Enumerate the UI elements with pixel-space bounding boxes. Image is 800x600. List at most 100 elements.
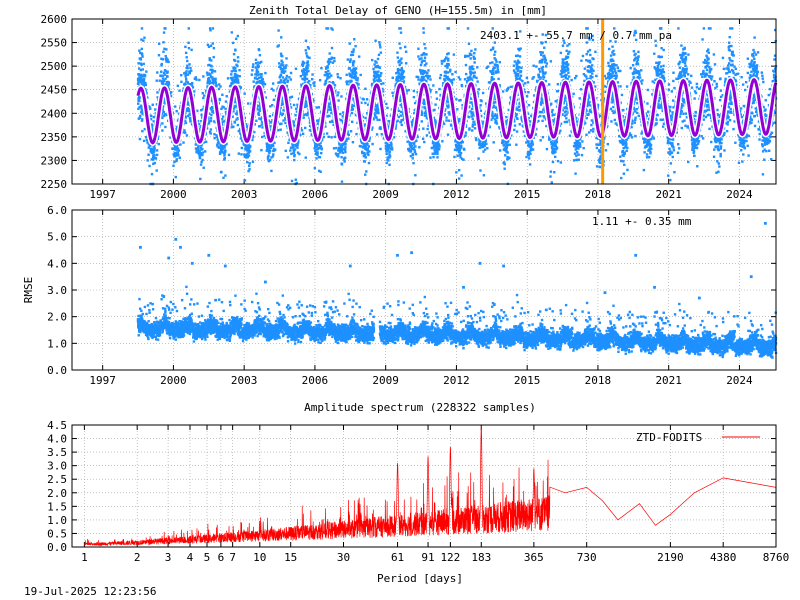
ztd-data-point — [428, 131, 431, 134]
ztd-data-point — [236, 78, 240, 82]
ztd-data-point — [284, 66, 287, 69]
ztd-data-point — [187, 41, 190, 45]
ztd-data-point — [222, 106, 225, 109]
ztd-data-point — [344, 150, 347, 154]
ztd-data-point — [234, 37, 238, 41]
ztd-data-point — [254, 58, 258, 62]
ztd-data-point — [370, 58, 374, 62]
ztd-data-point — [324, 70, 327, 74]
ztd-data-point — [425, 53, 428, 56]
ztd-data-point — [434, 103, 437, 106]
ztd-data-point — [187, 103, 190, 106]
ztd-data-point — [438, 145, 441, 148]
ztd-data-point — [209, 73, 212, 76]
ztd-data-point — [141, 55, 144, 58]
ztd-data-point — [373, 105, 377, 108]
ztd-data-point — [433, 108, 436, 112]
ztd-data-point — [418, 58, 421, 61]
ztd-data-point — [444, 64, 447, 68]
ztd-data-point — [372, 67, 375, 71]
ztd-data-point — [141, 83, 144, 86]
ztd-data-point — [411, 122, 414, 125]
ztd-data-point — [340, 143, 344, 146]
ztd-data-point — [348, 66, 351, 70]
ztd-data-point — [410, 144, 414, 147]
ztd-data-point — [414, 145, 417, 148]
ztd-data-point — [437, 147, 441, 151]
ztd-data-point — [376, 111, 379, 115]
ztd-data-point — [417, 78, 420, 81]
ztd-data-point — [280, 36, 283, 39]
ztd-data-point — [326, 77, 329, 80]
ztd-data-point — [427, 124, 430, 128]
ztd-data-point — [351, 104, 354, 108]
ztd-data-point — [209, 68, 212, 72]
ztd-data-point — [417, 55, 420, 58]
ztd-data-point — [294, 67, 298, 70]
ztd-data-point — [181, 131, 185, 134]
ztd-data-point — [417, 75, 420, 79]
ztd-data-point — [243, 155, 247, 158]
ztd-data-point — [202, 166, 205, 169]
ztd-data-point — [186, 81, 190, 84]
ztd-data-point — [238, 74, 241, 78]
ztd-data-point — [252, 63, 255, 66]
ztd-data-point — [175, 110, 178, 113]
ztd-data-point — [438, 87, 441, 91]
ztd-data-point — [207, 112, 211, 115]
ztd-data-point — [234, 72, 237, 76]
ztd-data-point — [197, 145, 200, 148]
ztd-data-point — [263, 91, 266, 94]
ztd-data-point — [341, 151, 345, 154]
ztd-data-point — [304, 49, 307, 52]
ztd-data-point — [138, 76, 141, 79]
ztd-data-point — [260, 135, 264, 139]
ztd-data-point — [180, 73, 183, 77]
ztd-data-point — [257, 48, 261, 52]
ztd-data-point — [313, 141, 317, 144]
ztd-data-point — [233, 80, 236, 83]
ztd-data-point — [284, 117, 287, 120]
ztd-data-point — [300, 83, 303, 86]
ztd-data-point — [255, 72, 258, 75]
ztd-xtick-label: 2018 — [585, 188, 612, 201]
ztd-data-point — [156, 91, 159, 94]
ztd-data-point — [234, 67, 237, 70]
ztd-data-point — [341, 141, 344, 145]
ztd-data-point — [257, 113, 261, 117]
ztd-data-point — [150, 125, 154, 128]
ztd-data-point — [136, 82, 140, 85]
ztd-data-point — [223, 152, 226, 155]
ztd-data-point — [224, 100, 228, 103]
ztd-data-point — [327, 69, 330, 73]
ztd-data-point — [137, 102, 140, 105]
ztd-data-point — [224, 107, 227, 111]
ztd-data-point — [186, 64, 189, 67]
ztd-data-point — [434, 119, 437, 122]
ztd-data-point — [318, 156, 322, 159]
ztd-data-point — [240, 146, 244, 150]
ztd-data-point — [209, 44, 213, 47]
ztd-data-point — [193, 77, 197, 80]
ztd-data-point — [303, 113, 306, 117]
ztd-data-point — [399, 31, 403, 34]
ztd-data-point — [215, 84, 218, 87]
ztd-data-point — [215, 134, 218, 137]
ztd-data-point — [390, 148, 394, 151]
ztd-data-point — [357, 83, 360, 86]
ztd-data-point — [201, 151, 205, 154]
ztd-data-point — [388, 150, 391, 153]
ztd-data-point — [304, 96, 308, 100]
ztd-data-point — [397, 72, 401, 75]
ztd-data-point — [294, 114, 297, 117]
ztd-data-point — [223, 157, 227, 160]
ztd-data-point — [425, 79, 428, 83]
ztd-data-point — [196, 109, 199, 113]
ztd-data-point — [413, 140, 417, 143]
ztd-data-point — [305, 77, 309, 81]
ztd-data-point — [236, 123, 240, 127]
ztd-data-point — [333, 135, 337, 139]
ztd-data-point — [292, 103, 296, 107]
ztd-data-point — [267, 119, 271, 122]
ztd-data-point — [199, 163, 203, 166]
